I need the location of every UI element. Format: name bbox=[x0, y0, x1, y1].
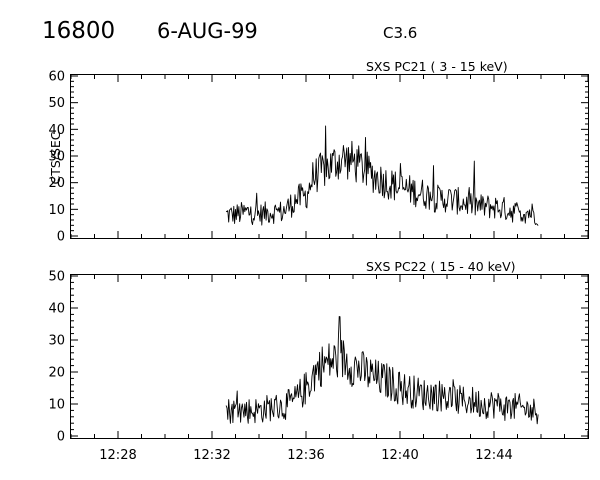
panel-title: SXS PC21 ( 3 - 15 keV) bbox=[366, 59, 508, 74]
y-tick-label: 60 bbox=[48, 70, 65, 85]
panel-title: SXS PC22 ( 15 - 40 keV) bbox=[366, 259, 516, 274]
y-tick-label: 30 bbox=[48, 334, 65, 349]
y-tick-label: 30 bbox=[48, 150, 65, 165]
y-tick-label: 50 bbox=[48, 270, 65, 285]
plot-frame bbox=[70, 74, 589, 239]
count-rate-line bbox=[225, 125, 539, 226]
x-tick-labels: 12:28 12:32 12:36 12:40 12:44 bbox=[99, 448, 512, 463]
x-tick-label: 12:28 bbox=[99, 448, 136, 463]
x-tick-label: 12:32 bbox=[193, 448, 230, 463]
x-tick-label: 12:36 bbox=[287, 448, 324, 463]
y-tick-label: 40 bbox=[48, 302, 65, 317]
tick-marks bbox=[70, 275, 589, 438]
y-tick-label: 20 bbox=[48, 176, 65, 191]
y-tick-label: 50 bbox=[48, 96, 65, 111]
y-tick-labels: 0 10 20 30 40 50 bbox=[48, 270, 65, 445]
y-tick-label: 0 bbox=[57, 230, 65, 245]
count-rate-line bbox=[225, 316, 539, 425]
y-tick-label: 10 bbox=[48, 398, 65, 413]
x-tick-label: 12:40 bbox=[381, 448, 418, 463]
event-date: 6-AUG-99 bbox=[157, 19, 258, 43]
y-tick-label: 10 bbox=[48, 203, 65, 218]
y-tick-label: 20 bbox=[48, 366, 65, 381]
panel-pc22: SXS PC22 ( 15 - 40 keV) 0 10 20 30 40 50 12:2… bbox=[48, 259, 589, 463]
event-id: 16800 bbox=[42, 18, 115, 44]
flare-class: C3.6 bbox=[383, 24, 417, 42]
plot-frame bbox=[70, 274, 589, 439]
y-tick-labels: 0 10 20 30 40 50 60 bbox=[48, 70, 65, 245]
y-tick-label: 0 bbox=[57, 430, 65, 445]
panel-pc21: SXS PC21 ( 3 - 15 keV) CTS/SEC 0 10 20 30 40… bbox=[48, 59, 589, 245]
x-tick-label: 12:44 bbox=[475, 448, 512, 463]
tick-marks bbox=[70, 75, 589, 238]
y-tick-label: 40 bbox=[48, 123, 65, 138]
y-axis-label: CTS/SEC bbox=[48, 131, 63, 184]
